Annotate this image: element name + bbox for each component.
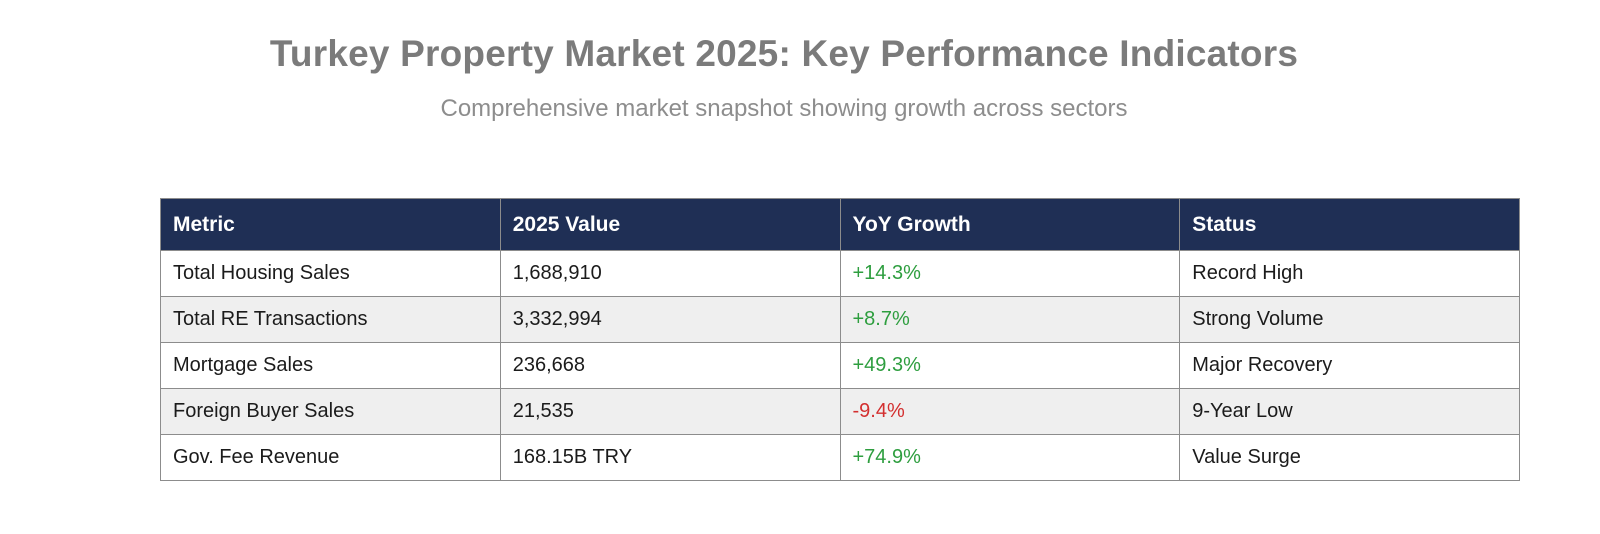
- cell-2025-value: 1,688,910: [499, 250, 841, 297]
- kpi-table: Metric 2025 Value YoY Growth Status Tota…: [160, 198, 1520, 481]
- kpi-table-header: Metric 2025 Value YoY Growth Status: [160, 198, 1520, 251]
- cell-2025-value: 236,668: [499, 342, 841, 389]
- cell-metric: Mortgage Sales: [160, 342, 501, 389]
- page-title: Turkey Property Market 2025: Key Perform…: [269, 33, 1299, 74]
- table-row: Mortgage Sales 236,668 +49.3% Major Recover…: [160, 342, 1520, 389]
- cell-yoy-growth: +8.7%: [839, 296, 1181, 343]
- table-row: Gov. Fee Revenue 168.15B TRY +74.9% Value S…: [160, 434, 1520, 481]
- cell-metric: Total RE Transactions: [160, 296, 501, 343]
- cell-2025-value: 168.15B TRY: [499, 434, 841, 481]
- cell-metric: Foreign Buyer Sales: [160, 388, 501, 435]
- cell-2025-value: 21,535: [499, 388, 841, 435]
- header-row: Metric 2025 Value YoY Growth Status: [160, 198, 1520, 251]
- cell-metric: Gov. Fee Revenue: [160, 434, 501, 481]
- cell-yoy-growth: +14.3%: [839, 250, 1181, 297]
- cell-yoy-growth: +74.9%: [839, 434, 1181, 481]
- table-row: Total Housing Sales 1,688,910 +14.3% Record…: [160, 250, 1520, 297]
- table-body: Total Housing Sales 1,688,910 +14.3% Record…: [160, 250, 1520, 481]
- cell-yoy-growth: +49.3%: [839, 342, 1181, 389]
- column-header-metric: Metric: [160, 198, 501, 251]
- kpi-table-container: Metric 2025 Value YoY Growth Status Tota…: [160, 198, 1520, 481]
- cell-metric: Total Housing Sales: [160, 250, 501, 297]
- table-row: Foreign Buyer Sales 21,535 -9.4% 9-Year Low: [160, 388, 1520, 435]
- page-subtitle: Comprehensive market snapshot showing gr…: [440, 95, 1128, 122]
- column-header-2025-value: 2025 Value: [499, 198, 841, 251]
- cell-status: Record High: [1179, 250, 1520, 297]
- cell-status: 9-Year Low: [1179, 388, 1520, 435]
- cell-status: Value Surge: [1179, 434, 1520, 481]
- cell-2025-value: 3,332,994: [499, 296, 841, 343]
- column-header-yoy-growth: YoY Growth: [839, 198, 1181, 251]
- cell-status: Strong Volume: [1179, 296, 1520, 343]
- column-header-status: Status: [1179, 198, 1520, 251]
- cell-yoy-growth: -9.4%: [839, 388, 1181, 435]
- cell-status: Major Recovery: [1179, 342, 1520, 389]
- table-row: Total RE Transactions 3,332,994 +8.7% Stron…: [160, 296, 1520, 343]
